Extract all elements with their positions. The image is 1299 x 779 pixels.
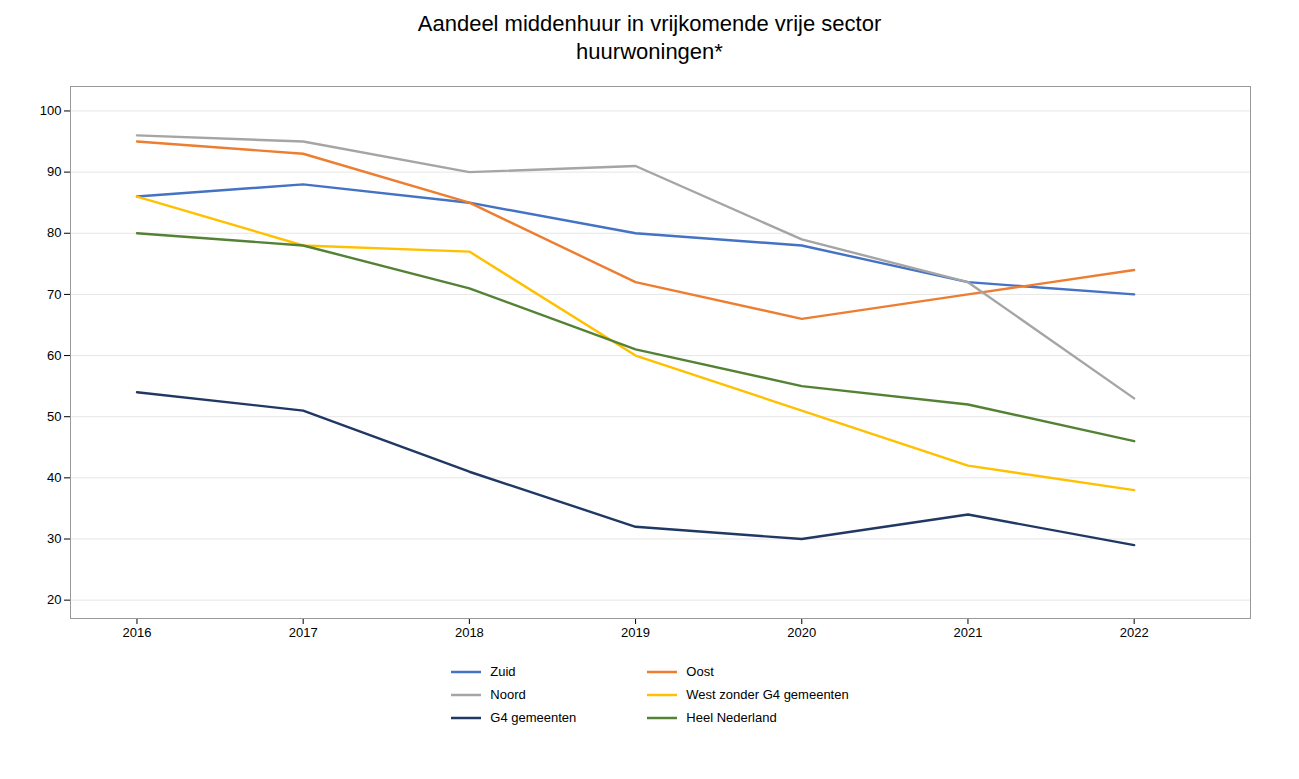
svg-text:20: 20 (47, 592, 61, 607)
svg-text:80: 80 (47, 225, 61, 240)
svg-text:2021: 2021 (953, 625, 982, 640)
html-text:Heel Nederland: Heel Nederland (686, 710, 777, 725)
svg-text:50: 50 (47, 409, 61, 424)
svg-text:70: 70 (47, 287, 61, 302)
html-text:West zonder G4 gemeenten: West zonder G4 gemeenten (686, 687, 849, 702)
html-text:Aandeel middenhuur in vrijkome: Aandeel middenhuur in vrijkomende vrije … (417, 11, 882, 64)
svg-text:2016: 2016 (122, 625, 151, 640)
svg-text:30: 30 (47, 531, 61, 546)
svg-text:40: 40 (47, 470, 61, 485)
svg-text:2019: 2019 (621, 625, 650, 640)
html-text:Zuid: Zuid (490, 664, 516, 679)
svg-text:2018: 2018 (454, 625, 483, 640)
html-text:G4 gemeenten: G4 gemeenten (490, 710, 577, 725)
svg-text:2022: 2022 (1119, 625, 1148, 640)
svg-text:2017: 2017 (288, 625, 317, 640)
svg-text:100: 100 (39, 103, 61, 118)
svg-text:2020: 2020 (787, 625, 816, 640)
html-text:Noord: Noord (490, 687, 526, 702)
svg-text:60: 60 (47, 348, 61, 363)
svg-text:90: 90 (47, 164, 61, 179)
html-text:Oost: Oost (686, 664, 714, 679)
